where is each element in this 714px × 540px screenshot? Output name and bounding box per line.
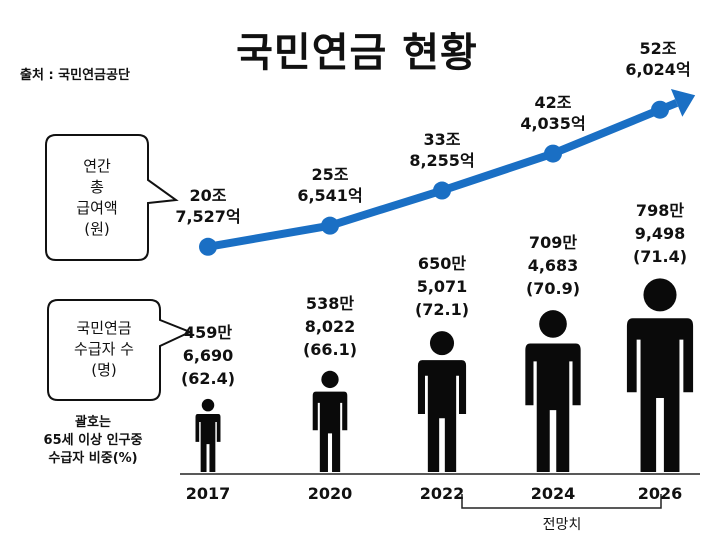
payment-series-line: [207, 99, 679, 251]
person-figure: [195, 398, 221, 472]
share-data-label: (72.1): [414, 300, 470, 320]
payment-data-label-line: 6,541억: [297, 185, 363, 205]
payment-data-label-line: 4,035억: [520, 113, 586, 133]
recipients-data-label: 538만 8,022 (66.1): [303, 292, 357, 361]
payment-arrow-head: [670, 89, 696, 117]
x-tick-label: 2017: [185, 484, 231, 503]
payment-data-label-line: 52조: [639, 39, 677, 58]
person-figure: [626, 278, 694, 472]
projection-label: 전망치: [542, 517, 582, 533]
payment-bubble-line: 총: [90, 178, 104, 196]
recipients-data-label: 709만 4,683 (70.9): [526, 231, 580, 300]
payment-data-label: 42조 4,035억: [520, 92, 585, 134]
recipients-data-label: 650만 5,071 (72.1): [415, 252, 469, 321]
payment-point: [544, 144, 562, 163]
person-figure: [417, 331, 467, 472]
payment-data-label: 20조 7,527억: [175, 185, 240, 227]
recipients-data-label-line: 8,022: [304, 317, 356, 337]
payment-data-label-line: 33조: [423, 129, 461, 149]
recipients-data-label-line: 5,071: [416, 277, 468, 297]
payment-data-label-line: 25조: [311, 164, 349, 184]
recipients-data-label-line: 9,498: [634, 224, 686, 244]
recipients-data-label-line: 6,690: [182, 345, 234, 365]
recipients-bubble-text: 국민연금 수급자 수 (명): [54, 318, 154, 381]
payment-data-label-line: 42조: [534, 92, 572, 112]
projection-bracket: [461, 494, 662, 509]
payment-data-label-line: 20조: [189, 185, 227, 205]
x-tick-label: 2020: [307, 484, 353, 503]
recipients-data-label-line: 798만: [635, 201, 685, 221]
payment-point: [199, 237, 217, 256]
x-tick-label: 2024: [530, 484, 576, 503]
payment-bubble-line: 급여액: [76, 199, 118, 217]
share-data-label: (70.9): [525, 279, 581, 299]
percentage-note: 괄호는 65세 이상 인구중 수급자 비중(%): [18, 414, 168, 468]
recipients-speech-bubble: [47, 299, 193, 401]
source-note: 출처 : 국민연금공단: [20, 68, 130, 83]
x-tick-label: 2026: [637, 484, 683, 503]
payment-data-label-line: 6,024억: [625, 60, 691, 79]
x-tick-label: 2022: [419, 484, 465, 503]
payment-data-label-line: 8,255억: [409, 150, 475, 170]
share-data-label: (66.1): [302, 340, 358, 360]
recipients-bubble-line: 국민연금: [76, 319, 132, 337]
person-figure: [312, 370, 348, 473]
recipients-data-label-line: 709만: [528, 233, 578, 253]
share-data-label: (71.4): [632, 247, 688, 267]
percentage-note-line: 수급자 비중(%): [48, 451, 138, 466]
payment-data-label: 52조 6,024억: [625, 38, 690, 80]
payment-point: [321, 216, 339, 235]
payment-speech-bubble: [45, 134, 179, 261]
recipients-data-label-line: 459만: [183, 322, 233, 342]
payment-bubble-text: 연간 총 급여액 (원): [52, 156, 142, 240]
payment-data-label: 33조 8,255억: [409, 129, 474, 171]
payment-data-label: 25조 6,541억: [297, 164, 362, 206]
recipients-bubble-line: 수급자 수: [74, 340, 134, 358]
payment-point: [433, 181, 451, 200]
payment-bubble-line: 연간: [83, 157, 111, 175]
recipients-bubble-line: (명): [91, 361, 117, 379]
recipients-data-label: 459만 6,690 (62.4): [181, 321, 235, 390]
recipients-data-label-line: 650만: [417, 254, 467, 274]
payment-point: [651, 100, 669, 119]
percentage-note-line: 괄호는: [75, 415, 111, 430]
payment-data-label-line: 7,527억: [175, 206, 241, 226]
recipients-data-label-line: 538만: [305, 294, 355, 314]
page-title: 국민연금 현황: [236, 30, 478, 76]
payment-bubble-line: (원): [84, 220, 110, 238]
person-figure: [525, 310, 581, 472]
share-data-label: (62.4): [180, 368, 236, 388]
recipients-data-label-line: 4,683: [527, 256, 579, 276]
percentage-note-line: 65세 이상 인구중: [43, 433, 143, 448]
recipients-data-label: 798만 9,498 (71.4): [633, 199, 687, 268]
